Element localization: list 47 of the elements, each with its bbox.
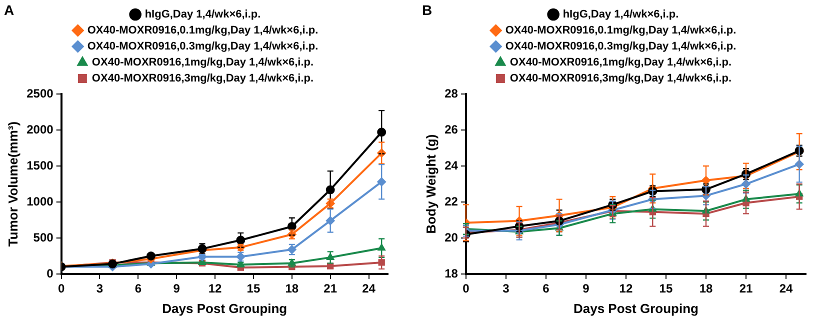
x-tick-label: 21 bbox=[739, 282, 753, 296]
x-tick-label: 24 bbox=[779, 282, 793, 296]
x-axis-title: Days Post Grouping bbox=[162, 300, 288, 316]
legend-label: OX40-MOXR0916,3mg/kg,Day 1,4/wk×6,i.p. bbox=[510, 72, 732, 85]
y-tick-label: 20 bbox=[444, 230, 458, 244]
x-tick-label: 9 bbox=[173, 282, 180, 296]
x-tick-label: 18 bbox=[285, 282, 299, 296]
x-tick-label: 12 bbox=[208, 282, 222, 296]
legend-label: OX40-MOXR0916,0.3mg/kg,Day 1,4/wk×6,i.p. bbox=[505, 40, 736, 53]
y-tick-label: 18 bbox=[444, 266, 458, 280]
y-tick-label: 1500 bbox=[26, 158, 54, 172]
text: B bbox=[422, 2, 432, 18]
y-tick-label: 2000 bbox=[26, 122, 54, 136]
legend-label: OX40-MOXR0916,3mg/kg,Day 1,4/wk×6,i.p. bbox=[92, 72, 314, 85]
legend-label: OX40-MOXR0916,1mg/kg,Day 1,4/wk×6,i.p. bbox=[510, 56, 732, 69]
y-axis-title: Tumor Volume(mm³) bbox=[5, 121, 20, 247]
legend-label: OX40-MOXR0916,0.1mg/kg,Day 1,4/wk×6,i.p. bbox=[505, 24, 736, 37]
text: A bbox=[4, 2, 14, 18]
point bbox=[146, 252, 156, 260]
y-tick-label: 2500 bbox=[26, 86, 54, 100]
legend-label: OX40-MOXR0916,0.3mg/kg,Day 1,4/wk×6,i.p. bbox=[87, 40, 318, 53]
x-tick-label: 3 bbox=[502, 282, 510, 296]
x-tick-label: 15 bbox=[246, 282, 260, 296]
x-tick-label: 9 bbox=[582, 282, 590, 296]
y-tick-label: 28 bbox=[444, 86, 458, 100]
x-tick-label: 6 bbox=[134, 282, 142, 296]
x-tick-label: 3 bbox=[96, 282, 104, 296]
x-tick-label: 21 bbox=[324, 282, 338, 296]
y-axis-title: Body Weight (g) bbox=[423, 134, 438, 234]
x-tick-label: 0 bbox=[58, 282, 65, 296]
x-tick-label: 6 bbox=[542, 282, 550, 296]
y-tick-label: 1000 bbox=[26, 194, 54, 208]
y-tick-label: 24 bbox=[444, 158, 458, 172]
x-tick-label: 15 bbox=[659, 282, 673, 296]
y-tick-label: 22 bbox=[444, 194, 458, 208]
x-tick-label: 0 bbox=[462, 282, 470, 296]
legend-label: hIgG,Day 1,4/wk×6,i.p. bbox=[562, 8, 679, 21]
y-tick-label: 0 bbox=[46, 266, 54, 280]
legend-label: OX40-MOXR0916,0.1mg/kg,Day 1,4/wk×6,i.p. bbox=[87, 24, 318, 37]
y-tick-label: 26 bbox=[444, 122, 458, 136]
legend-label: hIgG,Day 1,4/wk×6,i.p. bbox=[144, 8, 261, 21]
legend-label: OX40-MOXR0916,1mg/kg,Day 1,4/wk×6,i.p. bbox=[92, 56, 314, 69]
x-tick-label: 12 bbox=[619, 282, 633, 296]
y-tick-label: 500 bbox=[33, 230, 54, 244]
x-tick-label: 24 bbox=[362, 282, 376, 296]
x-axis-title: Days Post Grouping bbox=[573, 300, 699, 316]
x-tick-label: 18 bbox=[699, 282, 713, 296]
